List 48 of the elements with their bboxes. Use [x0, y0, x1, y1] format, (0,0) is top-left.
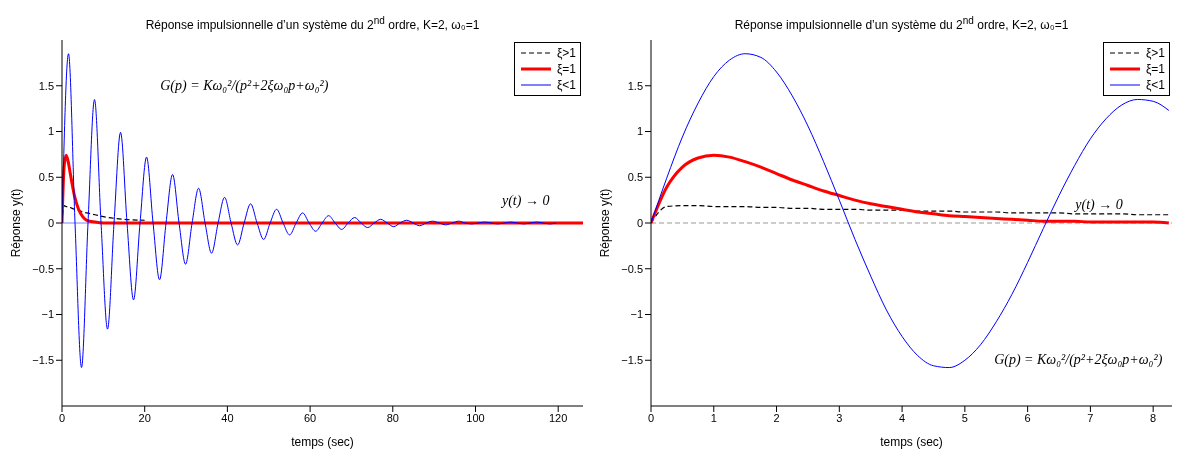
- legend-label: ξ>1: [556, 46, 576, 60]
- chart-title: Réponse impulsionnelle d’un système du 2$^{nd}$ ordre, K=2, ω₀=1: [733, 14, 1070, 34]
- legend-label: ξ=1: [556, 62, 576, 76]
- x-tick-label: 0: [647, 411, 655, 424]
- legend-label: ξ<1: [1145, 78, 1165, 92]
- annotation: y(t) → 0: [501, 193, 550, 210]
- y-tick-label: −1.5: [32, 354, 54, 367]
- chart-title: Réponse impulsionnelle d’un système du 2$^{nd}$ ordre, K=2, ω₀=1: [144, 14, 481, 34]
- y-tick-label: 0.5: [627, 171, 643, 184]
- x-tick-label: 120: [549, 411, 568, 424]
- x-axis-title: temps (sec): [291, 435, 354, 449]
- y-tick-label: 1.5: [38, 79, 54, 92]
- x-tick-label: 1: [710, 411, 717, 424]
- y-tick-label: 0.5: [38, 171, 54, 184]
- x-tick-label: 3: [836, 411, 843, 424]
- annotation: y(t) → 0: [1075, 196, 1123, 213]
- legend-label: ξ<1: [556, 78, 576, 92]
- y-tick-label: −0.5: [621, 262, 643, 275]
- y-tick-label: −1: [41, 308, 54, 321]
- y-axis-title: Réponse y(t): [598, 188, 613, 258]
- y-tick-label: 1: [47, 125, 54, 138]
- annotation: G(p) = Kω₀²/(p²+2ξω₀p+ω₀²): [994, 352, 1163, 369]
- y-tick-label: −1.5: [621, 354, 643, 367]
- x-tick-label: 4: [899, 411, 906, 424]
- x-tick-label: 40: [221, 411, 234, 424]
- x-tick-label: 5: [961, 411, 968, 424]
- annotation: G(p) = Kω₀²/(p²+2ξω₀p+ω₀²): [160, 77, 329, 94]
- x-tick-label: 2: [773, 411, 780, 424]
- y-tick-label: 1: [636, 125, 643, 138]
- x-tick-label: 0: [58, 411, 66, 424]
- y-tick-label: 0: [636, 216, 643, 229]
- x-tick-label: 8: [1150, 411, 1157, 424]
- x-tick-label: 60: [303, 411, 317, 424]
- legend-label: ξ>1: [1145, 46, 1165, 60]
- x-tick-label: 20: [138, 411, 151, 424]
- legend-label: ξ=1: [1145, 62, 1165, 76]
- x-tick-label: 80: [386, 411, 399, 424]
- y-axis-title: Réponse y(t): [9, 188, 24, 258]
- x-tick-label: 6: [1024, 411, 1031, 424]
- y-tick-label: −1: [630, 308, 643, 321]
- line-series: [62, 53, 557, 369]
- y-tick-label: −0.5: [32, 262, 54, 275]
- x-tick-label: 7: [1087, 411, 1094, 424]
- y-tick-label: 1.5: [627, 79, 643, 92]
- x-tick-label: 100: [466, 411, 485, 424]
- line-series: [651, 153, 1171, 225]
- y-tick-label: 0: [47, 216, 54, 229]
- x-axis-title: temps (sec): [880, 435, 943, 449]
